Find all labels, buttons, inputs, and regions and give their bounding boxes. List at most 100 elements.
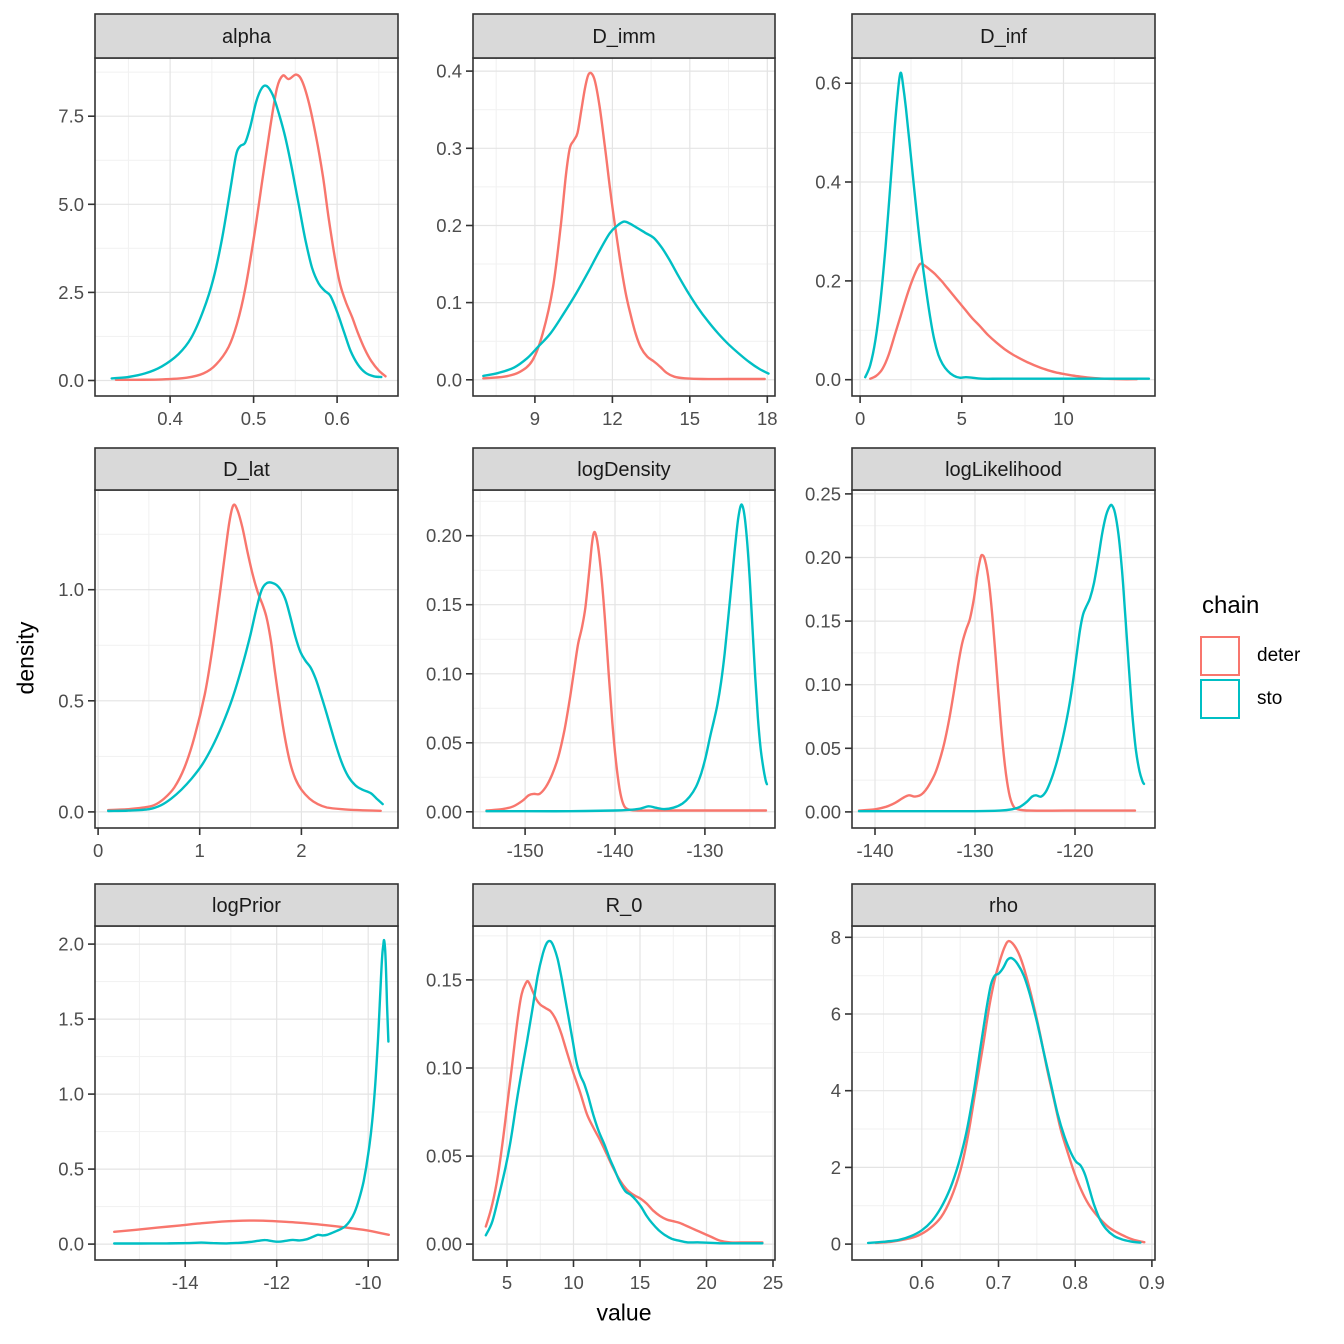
y-tick-label: 0.05 xyxy=(426,732,462,753)
density-curve-sto-D_imm xyxy=(482,220,770,378)
density-curve-sto-logLikelihood xyxy=(857,503,1146,813)
x-tick-label: 20 xyxy=(696,1272,717,1293)
y-tick-label: 8 xyxy=(831,927,841,948)
x-axis-title: value xyxy=(596,1299,652,1326)
x-tick-label: 15 xyxy=(630,1272,651,1293)
legend-entry-deter: deter xyxy=(1200,636,1340,676)
facet-panel-logDensity: logDensity -150 -140 -130 0.00 0.05 0.10 0.15 0.… xyxy=(426,447,776,861)
x-tick-label: 18 xyxy=(757,408,778,429)
facet-strip-label: rho xyxy=(989,895,1018,917)
axis-ticks xyxy=(845,936,1153,1267)
x-tick-label: 12 xyxy=(602,408,623,429)
x-tick-label: -130 xyxy=(956,840,993,861)
y-tick-label: 0.05 xyxy=(805,738,841,759)
facet-strip xyxy=(851,883,1156,927)
facet-strip-label: alpha xyxy=(222,26,272,48)
panel-background xyxy=(95,926,398,1260)
grid-major xyxy=(95,490,398,828)
facet-strip xyxy=(472,883,776,927)
x-tick-label: 9 xyxy=(530,408,540,429)
density-curve-deter-logDensity xyxy=(485,530,768,812)
facet-panel-D_lat: D_lat 0 1 2 0.0 0.5 1.0 xyxy=(58,447,399,861)
facet-strip-label: logDensity xyxy=(577,459,670,481)
y-tick-label: 0.10 xyxy=(805,674,841,695)
density-curves xyxy=(864,71,1151,381)
density-curve-sto-logPrior xyxy=(113,938,390,1245)
y-tick-label: 0.3 xyxy=(436,138,462,159)
x-tick-label: 0.7 xyxy=(986,1272,1012,1293)
facet-strip xyxy=(472,447,776,491)
legend-key-sto-swatch xyxy=(1200,679,1240,719)
facet-panel-alpha: alpha 0.4 0.5 0.6 0.0 2.5 5.0 7.5 xyxy=(58,13,399,429)
axis-ticks xyxy=(88,115,338,403)
y-tick-label: 0.00 xyxy=(805,801,841,822)
y-tick-label: 0.0 xyxy=(58,801,84,822)
facet-strip-label: logPrior xyxy=(212,895,281,917)
y-tick-label: 1.5 xyxy=(58,1009,84,1030)
y-tick-label: 0.1 xyxy=(436,292,462,313)
y-tick-label: 1.0 xyxy=(58,1084,84,1105)
y-tick-label: 0.6 xyxy=(815,73,841,94)
density-curves xyxy=(485,503,769,813)
panel-background xyxy=(852,926,1155,1260)
density-curve-deter-alpha xyxy=(114,73,387,382)
y-tick-label: 0.4 xyxy=(815,172,841,193)
grid-minor xyxy=(852,58,1155,396)
x-tick-label: 1 xyxy=(195,840,205,861)
y-tick-label: 2.0 xyxy=(58,934,84,955)
y-tick-label: 0.5 xyxy=(58,1159,84,1180)
grid-minor xyxy=(852,926,1155,1260)
density-curve-sto-alpha xyxy=(110,84,383,380)
density-curves xyxy=(107,503,384,813)
y-tick-label: 0.2 xyxy=(815,270,841,291)
x-tick-label: -10 xyxy=(355,1272,382,1293)
y-tick-label: 0.0 xyxy=(58,370,84,391)
density-curve-deter-rho xyxy=(874,939,1146,1245)
facet-strip xyxy=(94,883,399,927)
density-curve-deter-D_lat xyxy=(107,503,382,812)
density-curve-deter-D_inf xyxy=(869,262,1138,381)
y-tick-label: 0.4 xyxy=(436,61,462,82)
facet-panel-R_0: R_0 5 10 15 20 25 0.00 0.05 0.10 0.15 xyxy=(426,883,783,1293)
grid-minor xyxy=(473,58,775,396)
y-tick-label: 0 xyxy=(831,1234,841,1255)
y-tick-label: 0.2 xyxy=(436,215,462,236)
density-curve-deter-R_0 xyxy=(484,979,764,1244)
density-curves xyxy=(866,939,1146,1245)
x-tick-label: -150 xyxy=(507,840,544,861)
legend-key-deter-swatch xyxy=(1200,636,1240,676)
axis-ticks xyxy=(466,979,774,1267)
y-tick-label: 0.00 xyxy=(426,801,462,822)
density-curve-deter-D_imm xyxy=(482,71,766,381)
y-tick-label: 0.05 xyxy=(426,1146,462,1167)
x-tick-label: 10 xyxy=(563,1272,584,1293)
facet-strip xyxy=(94,13,399,59)
y-tick-label: 0.15 xyxy=(426,594,462,615)
grid-major xyxy=(852,490,1155,828)
density-curves xyxy=(484,939,764,1245)
facet-strip-label: D_inf xyxy=(980,26,1027,48)
facet-panel-D_inf: D_inf 0 5 10 0.0 0.2 0.4 0.6 xyxy=(815,13,1156,429)
density-curves xyxy=(857,503,1146,813)
x-tick-label: 10 xyxy=(1053,408,1074,429)
x-tick-label: -130 xyxy=(686,840,723,861)
x-tick-label: 0 xyxy=(855,408,865,429)
grid-major xyxy=(473,58,775,396)
axis-ticks xyxy=(88,588,303,835)
axis-ticks xyxy=(88,943,370,1267)
y-tick-label: 7.5 xyxy=(58,106,84,127)
panel-background xyxy=(852,490,1155,828)
facet-strip xyxy=(851,13,1156,59)
density-curve-sto-D_lat xyxy=(107,581,384,813)
facet-panel-D_imm: D_imm 9 12 15 18 0.0 0.1 0.2 0.3 0.4 xyxy=(436,13,778,429)
axis-ticks xyxy=(845,493,1076,835)
facet-strip-label: D_imm xyxy=(592,26,655,48)
x-tick-label: 5 xyxy=(957,408,967,429)
x-tick-label: -14 xyxy=(172,1272,199,1293)
y-tick-label: 4 xyxy=(831,1080,841,1101)
panel-background xyxy=(473,926,775,1260)
legend-entry-sto: sto xyxy=(1200,679,1340,719)
legend: chain deter sto xyxy=(1200,592,1340,722)
density-curve-sto-rho xyxy=(866,956,1142,1245)
